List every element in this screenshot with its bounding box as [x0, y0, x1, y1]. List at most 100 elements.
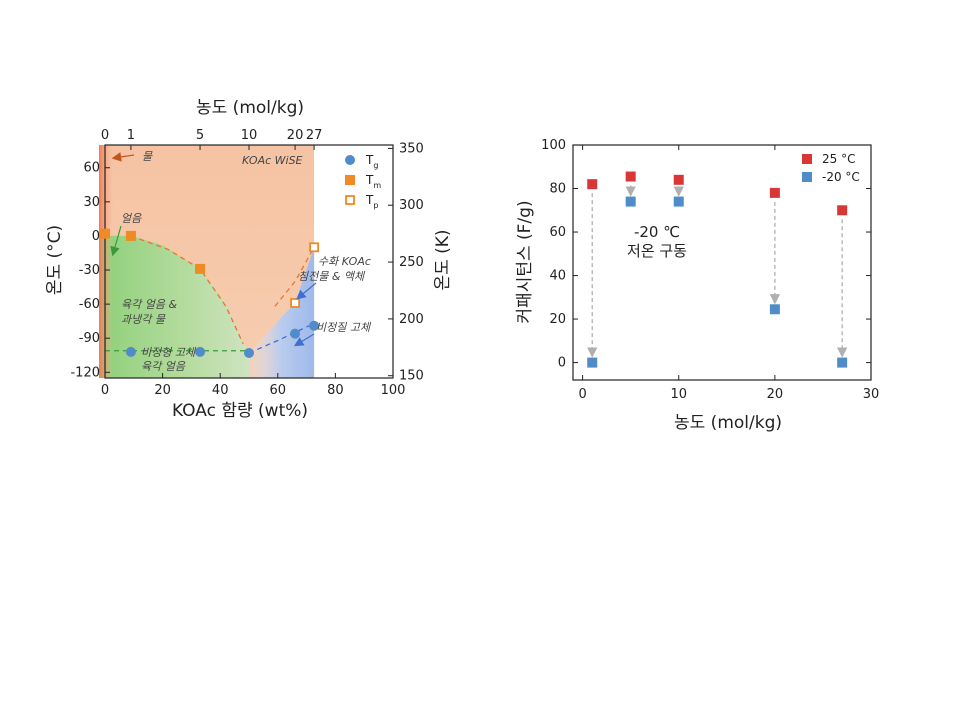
annotation-low-temp-line1: -20 ℃: [634, 223, 680, 241]
annotation-low-temp-line2: 저온 구동: [627, 242, 687, 260]
point-minus20c: [769, 304, 780, 315]
point-tg: [125, 346, 136, 357]
point-tg: [290, 328, 301, 339]
right-plot-border: [572, 144, 872, 381]
point-25c: [837, 205, 848, 216]
point-25c: [769, 187, 780, 198]
legend-marker-tm: [345, 175, 355, 185]
boundary-glass-high: [248, 322, 315, 354]
x-tick-label: 30: [863, 387, 880, 402]
phase-diagram-annotations: KOAc WiSE 물 얼음 육각 얼음 & 과냉각 물 비정형 고체 육각 얼…: [110, 150, 372, 373]
legend-marker-tp: [345, 195, 355, 205]
legend-label-25c: 25 °C: [822, 152, 855, 166]
point-tg: [244, 347, 254, 358]
y-tick-label: -30: [79, 263, 100, 278]
phase-diagram-ticks: 0 20 40 60 80 100-120-90-60-30030601502002503…: [70, 128, 423, 398]
region-water-strip: [99, 145, 113, 378]
right-x-axis-label: 농도 (mol/kg): [674, 413, 782, 433]
annotation-hex-ice-line1: 육각 얼음 &: [121, 298, 177, 311]
arrow-water: [111, 152, 135, 162]
x2-tick-label: 20: [287, 128, 304, 143]
x-tick-label: 10: [670, 387, 687, 402]
point-25c: [673, 174, 684, 185]
annotation-amorphous-line2: 육각 얼음: [141, 360, 186, 373]
y-tick-label: 60: [83, 161, 100, 176]
point-25c: [625, 171, 636, 182]
y-tick-label: 20: [549, 312, 566, 327]
capacitance-drop-arrows: [587, 185, 848, 358]
x2-tick-label: 5: [196, 128, 204, 143]
phase-diagram-chart: 0 20 40 60 80 100-120-90-60-30030601502002503…: [45, 98, 453, 421]
capacitance-points: [587, 171, 848, 368]
point-tg: [309, 320, 320, 331]
legend-marker-tg: [345, 155, 355, 165]
annotation-water: 물: [142, 150, 153, 163]
legend-label-minus20c: -20 °C: [822, 170, 860, 184]
y-tick-label: 100: [541, 138, 566, 153]
y-tick-label: 0: [92, 229, 100, 244]
point-minus20c: [625, 196, 636, 207]
left-x-axis-label: KOAc 함량 (wt%): [172, 401, 308, 421]
point-minus20c: [587, 357, 598, 368]
point-tm: [100, 228, 110, 239]
left-y-axis-label: 온도 (°C): [45, 225, 65, 295]
y2-tick-label: 250: [399, 255, 424, 270]
legend-label-tp: Tp: [365, 193, 378, 210]
y-tick-label: -120: [70, 365, 100, 380]
x-tick-label: 40: [212, 383, 229, 398]
x-tick-label: 80: [327, 383, 344, 398]
y2-tick-label: 200: [399, 312, 424, 327]
point-tg: [195, 346, 206, 357]
boundary-precipitation: [274, 246, 315, 307]
y2-tick-label: 300: [399, 198, 424, 213]
capacitance-chart: 0 10 20 30 0 20 40 60 80 100 25 °C -20 °C -20 ℃ 저온…: [515, 138, 879, 433]
point-tm: [195, 263, 206, 274]
x2-tick-label: 10: [241, 128, 258, 143]
capacitance-frame: [572, 144, 872, 381]
point-tm: [125, 230, 136, 241]
annotation-amorphous-line1: 비정형 고체: [141, 346, 197, 359]
annotation-hex-ice-line2: 과냉각 물: [121, 313, 166, 326]
x2-tick-label: 0: [101, 128, 109, 143]
left-top-axis-label: 농도 (mol/kg): [196, 98, 304, 118]
x2-tick-label: 1: [127, 128, 135, 143]
arrow-amorphous-solid: [293, 333, 315, 347]
legend-marker-minus20c: [802, 172, 812, 182]
left-right-axis-label: 온도 (K): [433, 229, 453, 290]
y-tick-label: -60: [79, 297, 100, 312]
y-tick-label: 30: [83, 195, 100, 210]
annotation-hydrated-line1: 수화 KOAc: [318, 255, 371, 268]
point-tp: [290, 298, 300, 308]
point-minus20c: [837, 357, 848, 368]
x-tick-label: 60: [270, 383, 287, 398]
right-y-axis-label: 커패시턴스 (F/g): [515, 200, 535, 323]
arrow-ice: [110, 225, 122, 257]
annotation-koac-wise: KOAc WiSE: [242, 154, 303, 167]
annotation-ice: 얼음: [121, 212, 142, 225]
legend-marker-25c: [802, 154, 812, 164]
capacitance-ticks: 0 10 20 30 0 20 40 60 80 100: [541, 138, 879, 402]
region-ice-supercooled: [99, 235, 250, 378]
y-tick-label: 40: [549, 269, 566, 284]
y-tick-label: 80: [549, 182, 566, 197]
y-tick-label: -90: [79, 331, 100, 346]
y-tick-label: 0: [558, 356, 566, 371]
phase-regions: [99, 145, 315, 378]
legend-label-tm: Tm: [365, 173, 381, 190]
capacitance-legend: 25 °C -20 °C: [802, 152, 860, 184]
x-tick-label: 20: [767, 387, 784, 402]
point-25c: [587, 179, 598, 190]
annotation-amorphous-solid: 비정질 고체: [316, 321, 372, 334]
annotation-hydrated-line2: 침전물 & 액체: [298, 270, 366, 283]
x-tick-label: 0: [101, 383, 109, 398]
phase-diagram-points: [100, 228, 320, 358]
point-tp: [309, 242, 319, 253]
x-tick-label: 100: [381, 383, 406, 398]
arrow-hydrated: [296, 282, 317, 300]
y-tick-label: 60: [549, 225, 566, 240]
y2-tick-label: 150: [399, 369, 424, 384]
x-tick-label: 0: [578, 387, 586, 402]
y2-tick-label: 350: [399, 141, 424, 156]
legend-label-tg: Tg: [365, 153, 378, 170]
